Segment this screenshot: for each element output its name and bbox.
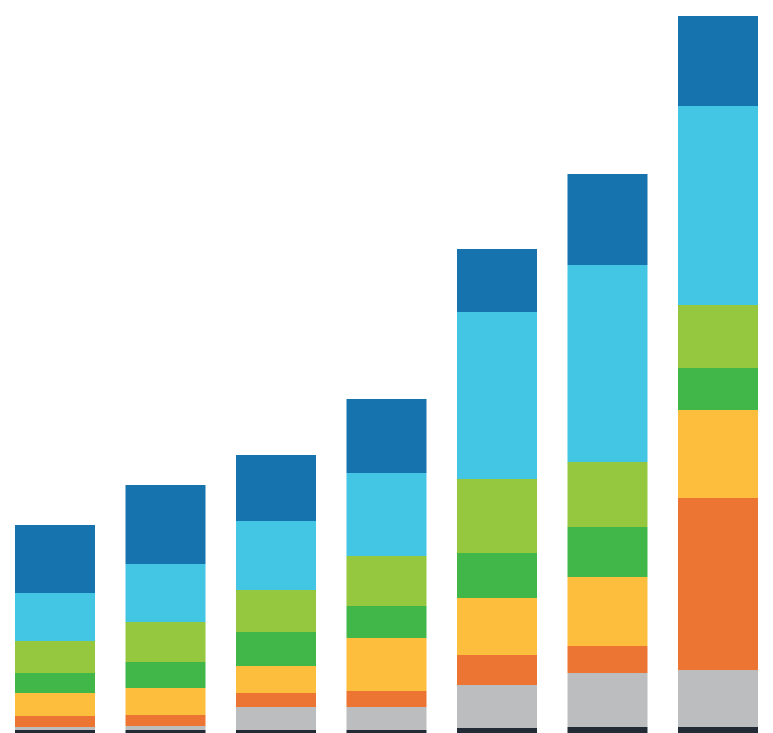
- bar-segment: [236, 707, 316, 730]
- bar-segment: [125, 715, 206, 726]
- bar-segment: [678, 16, 758, 106]
- bar-segment: [457, 655, 537, 685]
- bar-segment: [236, 730, 316, 733]
- bar-segment: [678, 305, 758, 368]
- bar-segment: [236, 693, 316, 707]
- bar-segment: [457, 685, 537, 728]
- bar-segment: [567, 646, 648, 673]
- bar-segment: [678, 410, 758, 498]
- bar-segment: [346, 638, 427, 691]
- bar-segment: [236, 632, 316, 666]
- bar-segment: [236, 666, 316, 693]
- bar-segment: [15, 593, 95, 641]
- bar-segment: [678, 498, 758, 670]
- bar-segment: [567, 462, 648, 527]
- bar-segment: [457, 249, 537, 312]
- bar-segment: [346, 691, 427, 707]
- bar-segment: [567, 673, 648, 727]
- bar-segment: [567, 174, 648, 265]
- bar-segment: [346, 556, 427, 606]
- bar-segment: [15, 641, 95, 673]
- bar-segment: [346, 707, 427, 730]
- bar-segment: [125, 485, 206, 564]
- bar-segment: [346, 473, 427, 556]
- bar-segment: [236, 590, 316, 632]
- bar-segment: [457, 598, 537, 655]
- bar-segment: [678, 106, 758, 305]
- bar-segment: [125, 662, 206, 688]
- bar-segment: [457, 553, 537, 598]
- bar-segment: [567, 527, 648, 577]
- bar-segment: [125, 730, 206, 733]
- bar-segment: [236, 521, 316, 590]
- bar-segment: [15, 673, 95, 693]
- bar-segment: [125, 726, 206, 730]
- bar-segment: [457, 312, 537, 479]
- bar-segment: [125, 688, 206, 715]
- bar-segment: [15, 716, 95, 727]
- bar-segment: [346, 730, 427, 733]
- bar-segment: [457, 728, 537, 733]
- bar-segment: [236, 455, 316, 521]
- bar-segment: [457, 479, 537, 553]
- bar-segment: [678, 727, 758, 733]
- bar-segment: [346, 399, 427, 473]
- bar-segment: [125, 622, 206, 662]
- bar-segment: [567, 577, 648, 646]
- bar-segment: [567, 727, 648, 733]
- bar-segment: [346, 606, 427, 638]
- bar-segment: [125, 564, 206, 622]
- bar-segment: [678, 368, 758, 410]
- bar-segment: [15, 730, 95, 733]
- bar-segment: [15, 525, 95, 593]
- bar-segment: [567, 265, 648, 462]
- bar-segment: [678, 670, 758, 727]
- bar-segment: [15, 693, 95, 716]
- bar-segment: [15, 727, 95, 730]
